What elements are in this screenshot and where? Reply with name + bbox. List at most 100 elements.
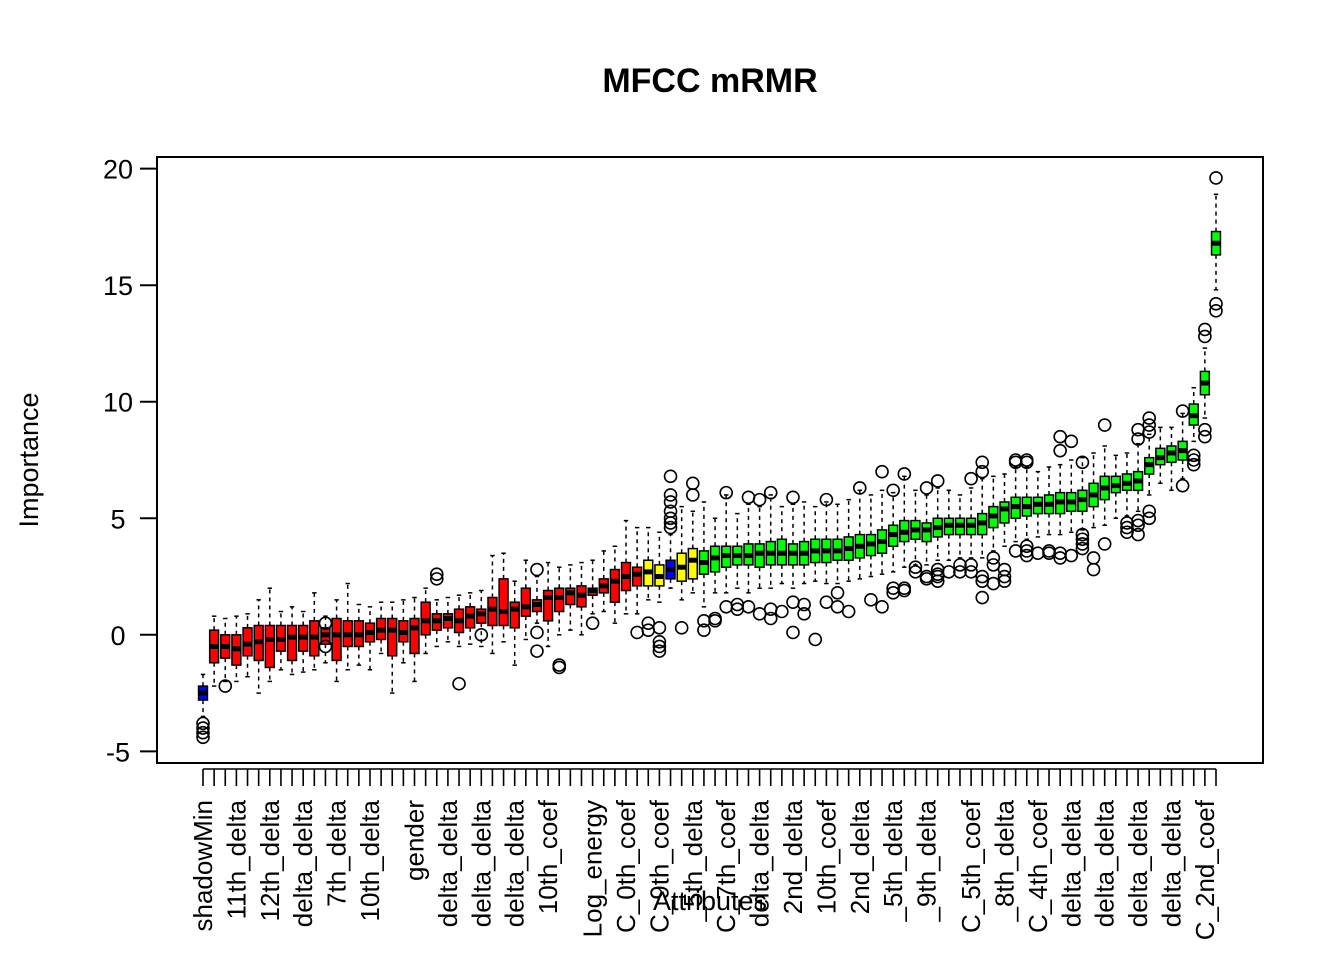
box-outlier xyxy=(652,634,667,649)
box-24 xyxy=(464,592,476,645)
box-outlier xyxy=(686,488,700,502)
box-outlier xyxy=(1075,541,1090,556)
box-40 xyxy=(641,526,656,637)
box-23 xyxy=(452,594,466,691)
box-53 xyxy=(786,490,800,640)
x-tick-label: shadowMin xyxy=(188,800,218,932)
box-17 xyxy=(387,601,398,694)
box-outlier xyxy=(964,565,978,579)
box-outlier xyxy=(975,590,990,605)
box-outlier xyxy=(953,558,967,572)
box-outlier xyxy=(1186,453,1201,467)
box-84 xyxy=(1131,422,1145,542)
y-axis: -5 0 5 10 15 20 xyxy=(103,155,158,767)
box-outlier xyxy=(975,569,990,584)
box-13 xyxy=(342,582,353,671)
x-tick-label: 2nd_delta xyxy=(778,799,808,914)
x-tick-label: C_7th_coef xyxy=(711,799,741,933)
box-outlier xyxy=(897,467,912,481)
box-outlier xyxy=(641,623,656,637)
box-outlier xyxy=(1186,448,1201,463)
box-outlier xyxy=(1053,443,1067,458)
x-tick-label: delta_delta xyxy=(466,799,496,927)
box-outlier xyxy=(652,639,667,654)
box-7 xyxy=(275,610,287,671)
box-12 xyxy=(331,599,342,683)
box-outlier xyxy=(697,623,711,637)
box-88 xyxy=(1175,404,1190,493)
box-outlier xyxy=(1053,429,1067,444)
box-outlier xyxy=(1075,537,1090,551)
box-85 xyxy=(1142,411,1157,526)
x-axis-label: Attributes xyxy=(653,886,767,916)
box-63 xyxy=(897,467,912,598)
box-outlier xyxy=(741,490,756,505)
box-outlier xyxy=(830,600,845,614)
box-10 xyxy=(309,592,320,671)
box-outlier xyxy=(975,464,990,479)
box-outlier xyxy=(652,644,667,658)
box-74 xyxy=(1019,453,1034,563)
y-tick-label: 10 xyxy=(103,388,133,418)
box-outlier xyxy=(530,625,544,640)
box-outlier xyxy=(819,595,834,609)
box-outlier xyxy=(975,455,990,470)
box-outlier xyxy=(897,583,912,598)
box-outlier xyxy=(196,716,210,731)
x-tick-label: delta_delta xyxy=(500,799,530,927)
box-69 xyxy=(964,471,978,579)
box-83 xyxy=(1120,452,1134,540)
box-outlier xyxy=(1198,322,1212,337)
x-tick-label: delta_delta xyxy=(1156,799,1186,927)
box-outlier xyxy=(797,607,811,621)
box-outlier xyxy=(775,604,789,619)
box-outlier xyxy=(1209,304,1223,318)
box-32 xyxy=(552,566,567,675)
box-outlier xyxy=(474,628,489,642)
box-outlier xyxy=(196,730,210,745)
box-outlier xyxy=(1075,532,1090,547)
box-outlier xyxy=(708,611,722,626)
box-4 xyxy=(242,613,253,678)
box-outlier xyxy=(763,485,778,500)
box-outlier xyxy=(530,562,544,577)
box-outlier xyxy=(1198,329,1212,344)
box-outlier xyxy=(429,567,444,582)
x-tick-label: 10th_delta xyxy=(355,799,385,921)
x-tick-label: delta_delta xyxy=(1123,799,1153,927)
box-20 xyxy=(420,587,431,655)
box-65 xyxy=(919,481,934,586)
chart-title: MFCC mRMR xyxy=(602,62,817,100)
box-18 xyxy=(398,599,409,664)
box-outlier xyxy=(1186,457,1201,472)
box-19 xyxy=(409,596,420,683)
box-outlier xyxy=(1142,418,1157,432)
box-outlier xyxy=(1175,478,1190,493)
box-outlier xyxy=(930,569,945,584)
box-3 xyxy=(231,615,242,683)
box-body xyxy=(498,578,509,627)
box-67 xyxy=(942,489,956,579)
box-15 xyxy=(364,606,376,671)
box-54 xyxy=(797,501,811,621)
x-tick-label: 12th_delta xyxy=(255,799,285,921)
box-outlier xyxy=(997,562,1012,577)
box-outlier xyxy=(1142,504,1157,519)
box-body xyxy=(520,587,532,617)
box-outlier xyxy=(908,560,923,575)
box-28 xyxy=(509,580,520,666)
box-body xyxy=(331,617,342,662)
box-outlier xyxy=(719,600,733,614)
box-outlier xyxy=(875,464,889,479)
box-60 xyxy=(864,494,878,607)
box-47 xyxy=(719,485,733,614)
box-outlier xyxy=(986,551,1001,565)
box-outlier xyxy=(830,586,845,600)
box-outlier xyxy=(763,611,778,626)
box-outlier xyxy=(1019,539,1034,554)
box-48 xyxy=(730,512,745,616)
x-tick-label: C_0th_coef xyxy=(611,799,641,933)
box-outlier xyxy=(1086,551,1101,565)
box-59 xyxy=(852,481,867,580)
box-body xyxy=(999,501,1010,524)
